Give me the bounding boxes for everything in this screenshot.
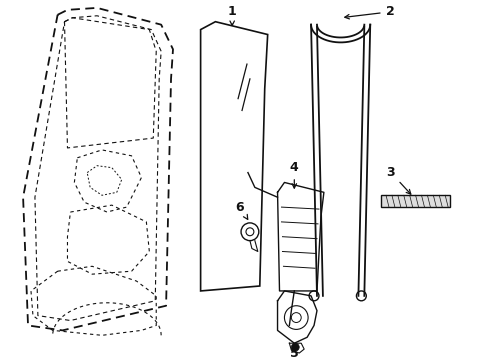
Circle shape (291, 343, 299, 351)
Text: 2: 2 (344, 5, 393, 19)
Bar (380, 195, 449, 207)
Text: 5: 5 (289, 344, 298, 360)
Text: 6: 6 (235, 201, 247, 219)
Text: 4: 4 (289, 161, 298, 188)
Text: 3: 3 (386, 166, 410, 194)
Text: 1: 1 (227, 5, 236, 26)
